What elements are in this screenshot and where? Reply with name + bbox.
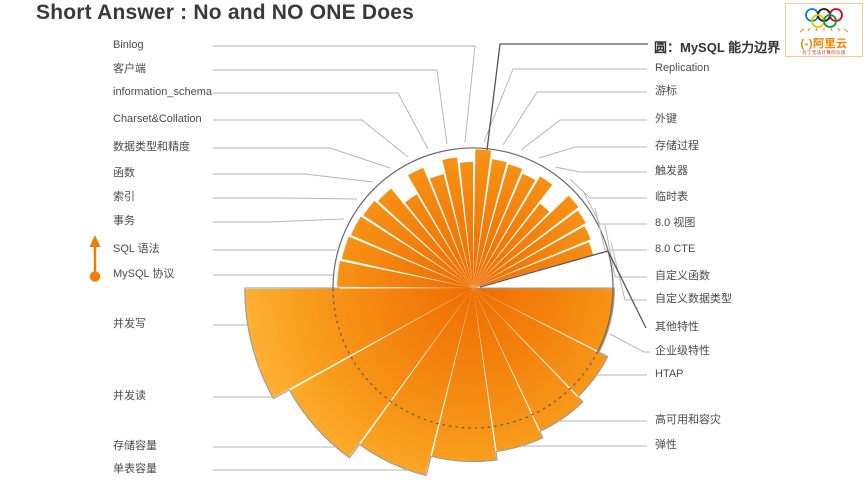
page-title: Short Answer : No and NO ONE Does [36, 1, 415, 24]
wedge-数据类型和精度 [405, 194, 473, 288]
wedge-临时表 [473, 203, 550, 288]
leader-line [609, 333, 650, 353]
wedge-索引 [363, 200, 473, 288]
category-label-right-7: 8.0 CTE [655, 243, 696, 255]
category-label-right-2: 外键 [655, 113, 677, 125]
leader-line [213, 197, 358, 200]
category-label-right-8: 自定义函数 [655, 270, 710, 282]
leader-line-legend [486, 43, 648, 151]
wedge-自定义函数 [473, 226, 591, 288]
wedge-函数 [378, 188, 473, 288]
capability-region-outline [244, 287, 615, 477]
category-label-left-1: 客户端 [113, 63, 146, 75]
leader-line [213, 92, 429, 150]
olympic-rings-icon [799, 8, 849, 33]
mysql-boundary-circle [332, 147, 614, 352]
wedge-information_schema [429, 174, 473, 288]
wedge-8.0 CTE [473, 210, 586, 288]
wedge-事务 [351, 216, 473, 288]
category-label-right-1: 游标 [655, 85, 677, 97]
category-label-right-14: 弹性 [655, 439, 677, 451]
wedge-自定义数据类型 [473, 242, 594, 288]
wedge-外键 [473, 164, 523, 288]
leader-line [213, 45, 476, 143]
leader-line [520, 119, 647, 151]
leader-line [554, 166, 647, 173]
wedge-并发读 [289, 288, 473, 458]
wedge-SQL 语法 [341, 236, 473, 288]
category-label-right-13: 高可用和容灾 [655, 414, 721, 426]
category-label-left-2: information_schema [113, 86, 213, 98]
category-label-right-11: 企业级特性 [655, 345, 710, 357]
category-label-left-6: 索引 [113, 191, 135, 203]
leader-line [213, 147, 391, 169]
wedge-游标 [473, 159, 507, 288]
leader-line [569, 178, 647, 199]
wedge-弹性 [473, 288, 543, 452]
leader-line [213, 173, 374, 183]
category-label-left-7: 事务 [113, 215, 135, 227]
wedge-HTAP [473, 288, 608, 397]
alibaba-cloud-logo-text: (-)阿里云 [800, 38, 848, 50]
wedge-客户端 [442, 157, 473, 288]
category-label-left-0: Binlog [113, 39, 144, 51]
leader-line [594, 207, 647, 251]
category-label-right-5: 临时表 [655, 191, 688, 203]
category-label-left-10: 并发写 [113, 318, 146, 330]
wedge-MySQL 协议 [337, 260, 473, 288]
wedge-高可用和容灾 [473, 288, 583, 432]
leader-line-other-features [479, 250, 647, 329]
leader-line [538, 146, 647, 159]
wedge-Charset&Collation [407, 167, 473, 288]
category-label-left-4: 数据类型和精度 [113, 141, 190, 153]
leader-line [502, 91, 647, 146]
category-label-left-5: 函数 [113, 167, 135, 179]
wedge-8.0 视图 [473, 195, 579, 288]
leader-line [583, 192, 647, 225]
wedge-Binlog [459, 162, 473, 288]
category-label-left-8: SQL 语法 [113, 243, 160, 255]
legend-title: 圆：MySQL 能力边界 [654, 40, 781, 55]
category-label-right-6: 8.0 视图 [655, 217, 696, 229]
category-label-left-9: MySQL 协议 [113, 268, 175, 280]
rays-icon [799, 27, 849, 33]
wedge-存储容量 [360, 288, 473, 476]
wedge-单表容量 [431, 288, 497, 462]
category-label-left-11: 并发读 [113, 390, 146, 402]
category-label-right-10: 其他特性 [655, 321, 699, 333]
leader-line [213, 218, 345, 223]
wedge-并发写 [244, 288, 473, 398]
category-label-right-4: 触发器 [655, 165, 688, 177]
leader-line [604, 224, 647, 278]
alibaba-cloud-logo: (-)阿里云 为了无法计算的价值 [785, 3, 863, 57]
category-label-right-12: HTAP [655, 368, 684, 380]
category-label-left-3: Charset&Collation [113, 113, 202, 125]
category-label-right-0: Replication [655, 62, 710, 74]
leader-line [610, 241, 647, 301]
category-label-left-12: 存储容量 [113, 440, 157, 452]
leader-line [213, 69, 448, 145]
logo-tagline: 为了无法计算的价值 [802, 50, 846, 56]
wedge-存储过程 [473, 173, 536, 288]
category-label-right-9: 自定义数据类型 [655, 293, 732, 305]
category-label-right-3: 存储过程 [655, 140, 699, 152]
wedge-企业级特性 [473, 288, 615, 352]
up-arrow-icon [89, 235, 101, 282]
wedge-触发器 [473, 176, 553, 288]
leader-line [483, 68, 647, 143]
wedge-Replication [473, 149, 492, 288]
leader-line [213, 119, 409, 158]
category-label-left-13: 单表容量 [113, 463, 157, 475]
